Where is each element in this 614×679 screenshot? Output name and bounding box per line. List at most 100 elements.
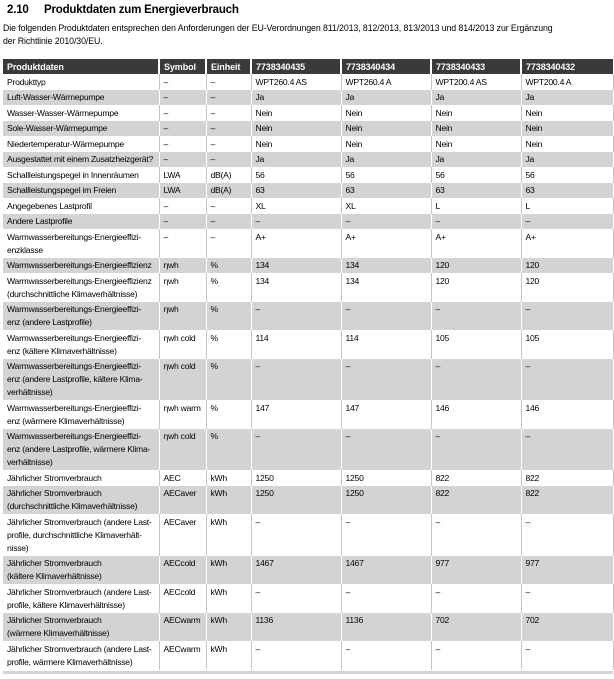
row-symbol: ηwh cold xyxy=(159,428,207,470)
document-page: 2.10 Produktdaten zum Energieverbrauch Di… xyxy=(0,4,614,674)
row-unit: kWh xyxy=(206,514,252,556)
row-value: 120 xyxy=(521,273,614,302)
row-value: XL xyxy=(341,198,432,214)
row-label: Schallleistungspegel im Freien xyxy=(3,182,160,198)
row-symbol: AECaver xyxy=(159,514,207,556)
row-value: – xyxy=(251,641,342,670)
row-value: – xyxy=(251,301,342,330)
row-symbol: AEC xyxy=(159,470,207,486)
row-value: – xyxy=(341,213,432,229)
row-value: 63 xyxy=(341,182,432,198)
column-header-model-1: 7738340435 xyxy=(251,59,342,74)
row-value: 1250 xyxy=(341,470,432,486)
row-value: Nein xyxy=(431,105,522,121)
row-symbol: – xyxy=(159,151,207,167)
table-row: Jährlicher Stromverbrauch (kältere Klima… xyxy=(3,555,614,584)
table-row: Angegebenes Lastprofil – – XL XL L L xyxy=(3,198,614,214)
row-symbol: ηwh xyxy=(159,257,207,273)
row-value: – xyxy=(341,514,432,556)
table-row: Luft-Wasser-Wärmepumpe – – Ja Ja Ja Ja xyxy=(3,89,614,105)
row-value: – xyxy=(251,358,342,400)
table-row: Schallleistungspegel im Freien LWA dB(A) 63… xyxy=(3,182,614,198)
row-symbol: AECwarm xyxy=(159,641,207,670)
row-value: WPT260.4 A xyxy=(341,74,432,90)
row-value: 1467 xyxy=(341,555,432,584)
row-label: Niedertemperatur-Wärmepumpe xyxy=(3,136,160,152)
row-value: 56 xyxy=(431,167,522,183)
column-header-symbol: Symbol xyxy=(159,59,207,74)
row-value: – xyxy=(431,358,522,400)
table-row: Jährlicher Stromverbrauch (andere Last- … xyxy=(3,514,614,556)
row-symbol: – xyxy=(159,89,207,105)
row-value: A+ xyxy=(251,229,342,258)
table-row: Ausgestattet mit einem Zusatzheizgerät? –… xyxy=(3,151,614,167)
row-symbol: ηwh xyxy=(159,301,207,330)
row-value: 134 xyxy=(251,273,342,302)
row-unit: – xyxy=(206,89,252,105)
row-symbol: – xyxy=(159,74,207,90)
row-value: – xyxy=(341,358,432,400)
row-value: Nein xyxy=(521,136,614,152)
row-unit: dB(A) xyxy=(206,182,252,198)
row-value: A+ xyxy=(431,229,522,258)
row-value: – xyxy=(521,584,614,613)
section-heading: 2.10 Produktdaten zum Energieverbrauch xyxy=(7,4,614,16)
row-symbol: LWA xyxy=(159,167,207,183)
row-value: 1250 xyxy=(251,485,342,514)
table-row: Jährlicher Stromverbrauch (durchschnittl… xyxy=(3,485,614,514)
column-header-model-2: 7738340434 xyxy=(341,59,432,74)
row-value: – xyxy=(521,213,614,229)
row-value: – xyxy=(251,584,342,613)
row-value: – xyxy=(431,428,522,470)
row-symbol: AECaver xyxy=(159,485,207,514)
row-symbol: AECwarm xyxy=(159,612,207,641)
row-value: Ja xyxy=(251,151,342,167)
row-unit: % xyxy=(206,330,252,359)
row-value: Ja xyxy=(431,151,522,167)
row-value: – xyxy=(431,641,522,670)
row-value: 105 xyxy=(431,330,522,359)
row-value: 134 xyxy=(341,257,432,273)
row-value: 977 xyxy=(521,555,614,584)
row-value: XL xyxy=(251,198,342,214)
row-symbol: – xyxy=(159,120,207,136)
row-value: Nein xyxy=(431,120,522,136)
row-label: Angegebenes Lastprofil xyxy=(3,198,160,214)
row-value: 63 xyxy=(251,182,342,198)
row-value: Nein xyxy=(251,136,342,152)
row-value: 120 xyxy=(431,273,522,302)
row-unit: kWh xyxy=(206,641,252,670)
row-label: Ausgestattet mit einem Zusatzheizgerät? xyxy=(3,151,160,167)
row-symbol: – xyxy=(159,105,207,121)
table-row: Warmwasserbereitungs-Energieeffizi- enz … xyxy=(3,400,614,429)
table-row: Warmwasserbereitungs-Energieeffizi- enz … xyxy=(3,330,614,359)
table-row: Jährlicher Stromverbrauch AEC kWh 1250 1250 8… xyxy=(3,470,614,486)
row-value: 114 xyxy=(341,330,432,359)
row-label: Jährlicher Stromverbrauch (wärmere Klima… xyxy=(3,612,160,641)
row-value: 146 xyxy=(521,400,614,429)
row-value: 822 xyxy=(431,485,522,514)
row-symbol: AECcold xyxy=(159,555,207,584)
column-header-model-4: 7738340432 xyxy=(521,59,613,74)
row-value: 1136 xyxy=(251,612,342,641)
row-value: – xyxy=(251,428,342,470)
row-label: Jährlicher Stromverbrauch (kältere Klima… xyxy=(3,555,160,584)
table-row: Sole-Wasser-Wärmepumpe – – Nein Nein Nein Nein xyxy=(3,120,614,136)
row-value: 702 xyxy=(431,612,522,641)
row-value: 56 xyxy=(251,167,342,183)
row-value: Ja xyxy=(431,89,522,105)
row-value: – xyxy=(431,301,522,330)
row-value: 63 xyxy=(431,182,522,198)
row-value: 134 xyxy=(341,273,432,302)
row-symbol: – xyxy=(159,198,207,214)
row-symbol: ηwh cold xyxy=(159,330,207,359)
table-row: Jährlicher Stromverbrauch (wärmere Klima… xyxy=(3,612,614,641)
row-value: Nein xyxy=(341,105,432,121)
table-row: Jährlicher Stromverbrauch (andere Last- … xyxy=(3,641,614,670)
row-value: 702 xyxy=(521,612,614,641)
row-unit: – xyxy=(206,229,252,258)
column-header-einheit: Einheit xyxy=(206,59,252,74)
row-value: 147 xyxy=(251,400,342,429)
section-title: Produktdaten zum Energieverbrauch xyxy=(44,4,239,16)
row-value: – xyxy=(521,514,614,556)
